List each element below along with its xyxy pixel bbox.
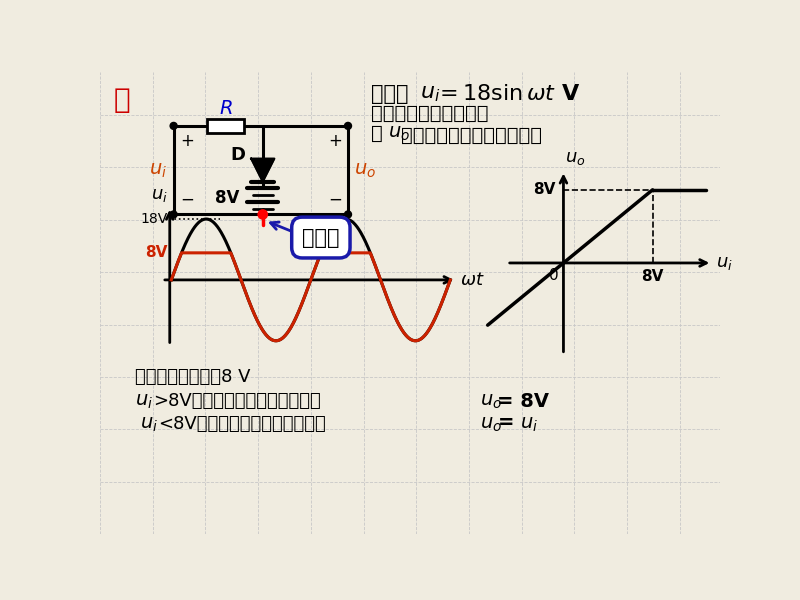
Text: $u_i$: $u_i$: [140, 415, 158, 434]
Text: $u_i$: $u_i$: [150, 161, 167, 179]
Text: 波形。电路的传输特性如下: 波形。电路的传输特性如下: [402, 126, 542, 145]
Text: $u_i$: $u_i$: [716, 254, 733, 272]
Text: $u_i$: $u_i$: [420, 83, 441, 104]
Text: 8V: 8V: [642, 269, 664, 284]
Text: 8V: 8V: [215, 189, 239, 207]
Text: 二极管是理想的，试画: 二极管是理想的，试画: [371, 104, 489, 124]
Text: −: −: [180, 190, 194, 208]
Bar: [207, 119, 244, 133]
Text: 二极管阴极电位为8 V: 二极管阴极电位为8 V: [135, 368, 250, 386]
Text: 参考点: 参考点: [302, 227, 340, 248]
Text: $\omega t$: $\omega t$: [460, 271, 485, 289]
Polygon shape: [251, 158, 274, 182]
Text: −: −: [328, 190, 342, 208]
Text: $R$: $R$: [218, 99, 233, 118]
Text: = $u_i$: = $u_i$: [497, 415, 538, 434]
Text: $u_o$: $u_o$: [354, 161, 376, 179]
Text: $u_o$: $u_o$: [387, 124, 410, 143]
Text: 18V: 18V: [140, 212, 167, 226]
Circle shape: [258, 210, 267, 219]
Circle shape: [345, 211, 351, 218]
Text: 出: 出: [371, 124, 390, 143]
Text: <8V，二极管截止，可看作开路: <8V，二极管截止，可看作开路: [158, 415, 326, 433]
Text: $u_o$: $u_o$: [565, 149, 586, 167]
Text: 8V: 8V: [534, 182, 556, 197]
Text: 0: 0: [549, 268, 558, 283]
Text: >8V，二极管导通，可看作短路: >8V，二极管导通，可看作短路: [153, 392, 321, 410]
Text: 已知：: 已知：: [371, 83, 409, 104]
Circle shape: [170, 211, 177, 218]
Circle shape: [345, 122, 351, 130]
Text: $=18\sin\omega t$ V: $=18\sin\omega t$ V: [435, 85, 580, 104]
Text: +: +: [328, 132, 342, 150]
Text: 8V: 8V: [145, 245, 167, 260]
Circle shape: [170, 122, 177, 130]
Text: $u_i$: $u_i$: [151, 185, 168, 203]
Text: $u_i$: $u_i$: [135, 392, 153, 410]
Text: $u_o$: $u_o$: [480, 392, 502, 410]
Text: +: +: [180, 132, 194, 150]
Text: = 8V: = 8V: [497, 392, 549, 410]
Text: 例: 例: [114, 86, 130, 114]
Text: $u_o$: $u_o$: [480, 415, 502, 434]
Text: D: D: [230, 146, 246, 164]
